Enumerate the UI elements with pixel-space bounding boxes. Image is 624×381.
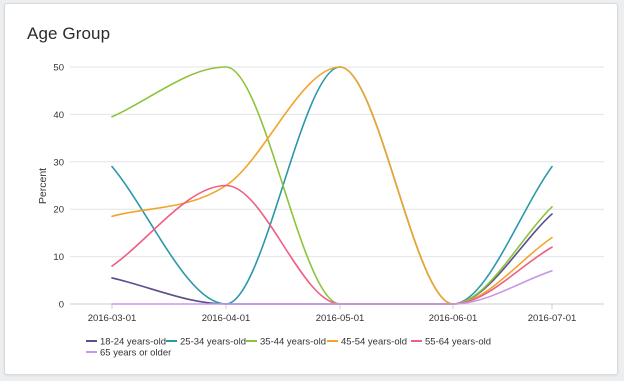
- legend-label-65-years-or-older[interactable]: 65 years or older: [100, 347, 171, 358]
- series-line-25-34-years-old: [111, 66, 553, 305]
- y-tick-label: 0: [59, 300, 64, 311]
- x-tick-label: 2016-03-01: [88, 313, 137, 324]
- legend-label-35-44-years-old[interactable]: 35-44 years-old: [260, 336, 326, 347]
- legend-label-45-54-years-old[interactable]: 45-54 years-old: [341, 336, 407, 347]
- y-axis-label: Percent: [37, 168, 49, 204]
- legend: 18-24 years-old 25-34 years-old 35-44 year…: [86, 336, 491, 358]
- series-line-35-44-years-old: [111, 66, 553, 305]
- x-tick-label: 2016-04-01: [202, 313, 251, 324]
- legend-label-25-34-years-old[interactable]: 25-34 years-old: [180, 336, 246, 347]
- series-lines: [111, 66, 553, 305]
- grid-lines: [70, 66, 604, 305]
- x-tick-label: 2016-06-01: [429, 313, 478, 324]
- series-line-65-years-or-older: [111, 270, 553, 305]
- x-axis-ticks: 2016-03-01 2016-04-01 2016-05-01 2016-06-01…: [88, 304, 577, 324]
- y-tick-label: 20: [53, 205, 64, 216]
- y-tick-label: 30: [53, 157, 64, 168]
- y-tick-label: 10: [53, 252, 64, 263]
- y-tick-label: 50: [53, 63, 64, 74]
- legend-label-18-24-years-old[interactable]: 18-24 years-old: [100, 336, 166, 347]
- series-line-18-24-years-old: [111, 213, 553, 305]
- y-axis-ticks: 0 10 20 30 40 50: [53, 63, 64, 311]
- x-tick-label: 2016-05-01: [316, 313, 365, 324]
- series-line-45-54-years-old: [111, 66, 553, 305]
- y-tick-label: 40: [53, 110, 64, 121]
- x-tick-label: 2016-07-01: [528, 313, 577, 324]
- chart-card: Age Group: [4, 3, 618, 375]
- series-line-55-64-years-old: [111, 184, 553, 305]
- legend-label-55-64-years-old[interactable]: 55-64 years-old: [425, 336, 491, 347]
- chart-title: Age Group: [27, 24, 111, 43]
